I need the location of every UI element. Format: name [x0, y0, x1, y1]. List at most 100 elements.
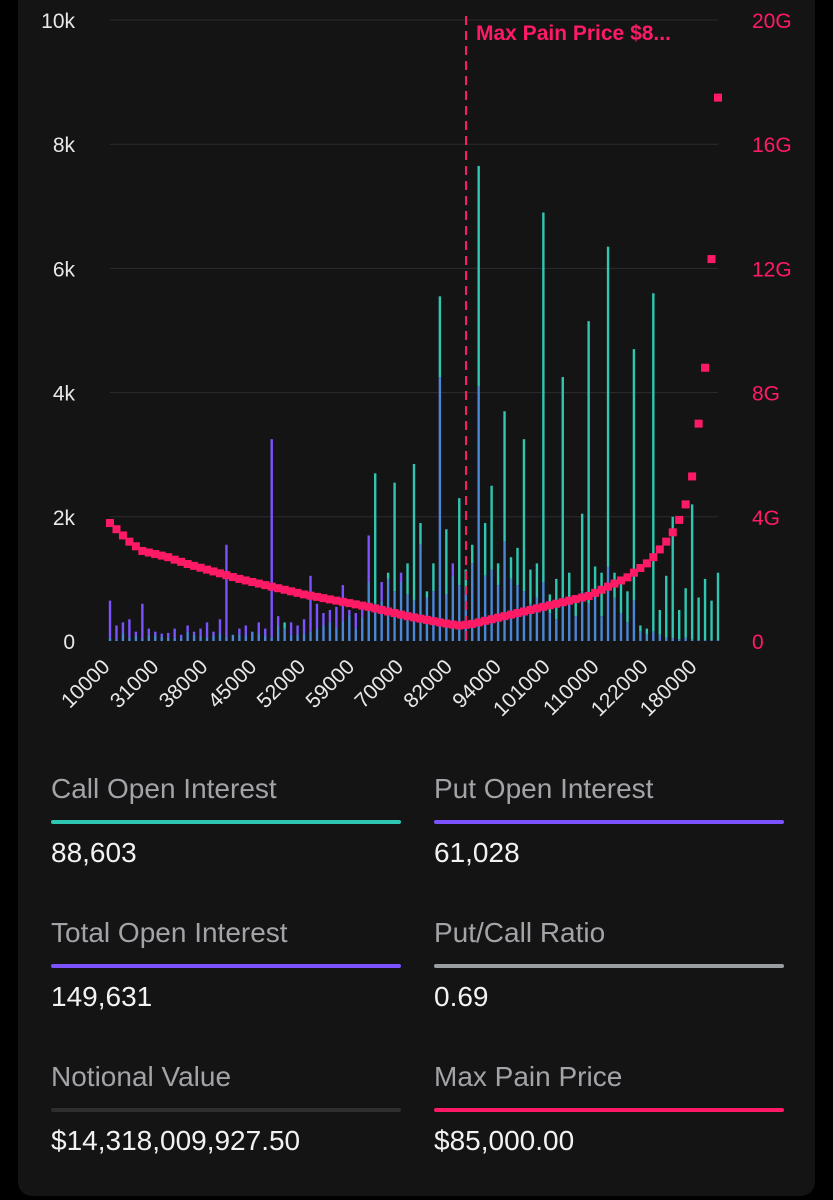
max-pain-value-point: [371, 604, 380, 613]
put-oi-bar: [225, 544, 228, 637]
max-pain-value-point: [629, 568, 638, 577]
overlap-oi-bar: [218, 633, 222, 641]
max-pain-value-point: [196, 563, 205, 572]
put-oi-bar: [309, 575, 312, 632]
overlap-oi-bar: [542, 582, 545, 641]
overlap-oi-bar: [361, 617, 364, 641]
max-pain-value-point: [403, 612, 412, 621]
call-oi-bar: [445, 529, 448, 595]
max-pain-value-point: [668, 528, 677, 537]
overlap-oi-bar: [302, 633, 306, 641]
overlap-oi-bar: [574, 616, 577, 641]
overlap-oi-bar: [671, 637, 674, 641]
max-pain-value-point: [306, 591, 315, 600]
max-pain-value-point: [358, 601, 367, 610]
overlap-oi-bar: [697, 640, 700, 641]
call-oi-bar: [677, 609, 681, 640]
stat-label: Max Pain Price: [434, 1061, 623, 1092]
max-pain-value-point: [591, 588, 600, 597]
overlap-oi-bar: [154, 635, 157, 641]
max-pain-value-point: [701, 363, 710, 372]
max-pain-value-point: [118, 531, 127, 540]
max-pain-value-point: [300, 590, 309, 599]
stat-label: Put/Call Ratio: [434, 917, 606, 948]
x-axis-tick-label: 38000: [155, 655, 213, 713]
overlap-oi-bar: [283, 628, 286, 641]
overlap-oi-bar: [257, 633, 260, 641]
call-oi-bar: [425, 591, 429, 598]
max-pain-value-point: [448, 620, 457, 629]
x-axis-ticks: 1000031000380004500052000590007000082000…: [57, 655, 702, 721]
max-pain-value-point: [565, 596, 574, 605]
max-pain-value-point: [519, 607, 528, 616]
overlap-oi-bar: [483, 575, 487, 641]
overlap-oi-bar: [373, 603, 377, 641]
overlap-oi-bar: [652, 631, 655, 641]
right-axis-tick-label: 8G: [752, 383, 780, 406]
stat-value: 0.69: [434, 981, 489, 1012]
overlap-oi-bar: [270, 637, 273, 641]
left-axis-tick-label: 8k: [53, 134, 76, 157]
max-pain-value-point: [377, 605, 386, 614]
call-oi-bar: [580, 513, 584, 592]
max-pain-value-point: [203, 565, 212, 574]
max-pain-value-point: [416, 614, 425, 623]
open-interest-card: [18, 0, 815, 1196]
overlap-oi-bar: [315, 628, 319, 641]
max-pain-value-point: [597, 585, 606, 594]
overlap-oi-bar: [509, 578, 513, 641]
put-oi-bar: [205, 622, 209, 638]
call-oi-bar: [593, 566, 597, 598]
overlap-oi-bar: [179, 637, 183, 641]
overlap-oi-bar: [115, 639, 118, 641]
stat-label: Total Open Interest: [51, 917, 288, 948]
max-pain-value-point: [261, 581, 270, 590]
call-oi-bar: [665, 575, 668, 638]
max-pain-value-point: [312, 592, 321, 601]
put-oi-bar: [302, 619, 306, 634]
max-pain-value-point: [507, 610, 516, 619]
call-oi-bar: [432, 563, 435, 592]
max-pain-value-point: [610, 579, 619, 588]
call-oi-bar: [658, 609, 661, 635]
max-pain-value-point: [494, 613, 503, 622]
right-axis-tick-label: 4G: [752, 507, 780, 530]
overlap-oi-bar: [212, 635, 215, 641]
overlap-oi-bar: [341, 621, 345, 641]
max-pain-value-point: [636, 564, 645, 573]
overlap-oi-bar: [445, 594, 448, 641]
call-oi-bar: [587, 321, 590, 604]
overlap-oi-bar: [186, 631, 189, 641]
call-oi-bar: [458, 498, 461, 586]
max-pain-value-point: [552, 599, 561, 608]
right-axis-tick-label: 20G: [752, 10, 792, 33]
call-oi-bar: [574, 597, 577, 617]
max-pain-value-point: [526, 605, 535, 614]
overlap-oi-bar: [587, 603, 590, 641]
put-oi-bar: [315, 603, 319, 629]
put-oi-bar: [154, 631, 157, 636]
overlap-oi-bar: [167, 637, 170, 641]
max-pain-value-point: [384, 607, 393, 616]
max-pain-value-point: [131, 542, 140, 551]
max-pain-value-point: [235, 574, 244, 583]
max-pain-value-point: [442, 619, 451, 628]
max-pain-value-point: [177, 557, 186, 566]
overlap-oi-bar: [690, 639, 694, 641]
max-pain-value-point: [183, 559, 192, 568]
overlap-oi-bar: [367, 582, 370, 641]
max-pain-value-point: [144, 548, 153, 557]
overlap-oi-bar: [665, 637, 668, 641]
call-oi-bar: [697, 597, 700, 641]
max-pain-value-point: [642, 559, 651, 568]
max-pain-value-point: [338, 597, 347, 606]
x-axis-tick-label: 31000: [106, 655, 164, 713]
overlap-oi-bar: [438, 377, 442, 641]
max-pain-value-point: [157, 551, 166, 560]
stat-label: Notional Value: [51, 1061, 232, 1092]
call-oi-bar: [464, 569, 467, 592]
max-pain-value-point: [319, 594, 328, 603]
max-pain-value-point: [241, 576, 250, 585]
put-oi-bar: [276, 616, 280, 626]
overlap-oi-bar: [451, 575, 455, 641]
